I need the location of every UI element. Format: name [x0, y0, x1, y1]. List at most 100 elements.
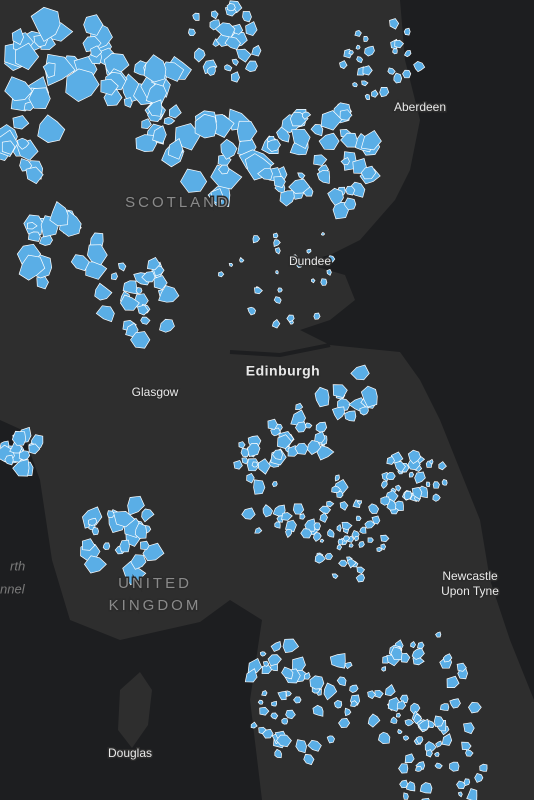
place-label: Edinburgh — [246, 363, 321, 379]
coverage-cell — [100, 78, 119, 96]
coverage-cell — [367, 690, 376, 700]
coverage-cell — [413, 713, 423, 725]
coverage-cell — [247, 658, 263, 674]
coverage-cell — [340, 157, 350, 166]
coverage-cell — [28, 443, 41, 455]
coverage-cell — [123, 97, 133, 108]
coverage-cell — [463, 778, 471, 787]
coverage-cell — [293, 696, 302, 704]
coverage-cell — [299, 513, 306, 520]
coverage-cell — [356, 500, 362, 505]
coverage-cell — [416, 641, 425, 649]
coverage-cell — [467, 701, 482, 714]
coverage-cell — [432, 481, 440, 489]
coverage-cell — [226, 3, 236, 12]
coverage-cell — [141, 508, 155, 523]
coverage-cell — [281, 512, 293, 521]
coverage-cell — [346, 558, 357, 569]
coverage-cell — [449, 698, 461, 709]
coverage-cell — [153, 275, 168, 290]
coverage-cell — [411, 486, 423, 500]
coverage-cell — [301, 111, 312, 120]
coverage-cell — [230, 71, 240, 83]
coverage-cell — [456, 662, 467, 672]
coverage-cell — [292, 656, 306, 671]
coverage-cell — [355, 44, 361, 50]
coverage-cell — [81, 538, 96, 551]
coverage-cell — [119, 539, 130, 553]
coverage-cell — [259, 706, 270, 716]
coverage-cell — [323, 682, 338, 701]
coverage-cell — [339, 109, 353, 121]
coverage-cell — [261, 728, 274, 739]
coverage-cell — [254, 287, 263, 295]
coverage-cell — [274, 247, 281, 255]
coverage-cell — [350, 364, 370, 381]
place-label: Glasgow — [132, 385, 179, 399]
coverage-cell — [303, 753, 315, 766]
coverage-cell — [413, 61, 426, 73]
coverage-cell — [360, 385, 378, 408]
coverage-cell — [90, 45, 103, 58]
coverage-cell — [474, 772, 484, 783]
coverage-cell — [28, 87, 51, 109]
coverage-cell — [11, 27, 24, 46]
coverage-cell — [446, 675, 460, 688]
coverage-cell — [358, 540, 365, 548]
coverage-cell — [281, 717, 289, 725]
coverage-cell — [331, 406, 345, 421]
coverage-cell — [466, 788, 478, 800]
coverage-cell — [411, 647, 425, 660]
coverage-cell — [271, 481, 278, 488]
place-label: Newcastle — [442, 569, 498, 583]
region-label: KINGDOM — [109, 597, 202, 614]
coverage-cell — [364, 45, 375, 57]
coverage-cell — [438, 461, 447, 471]
coverage-cell — [233, 459, 243, 470]
coverage-cell — [130, 554, 147, 570]
coverage-cell — [432, 493, 441, 502]
coverage-cell — [147, 99, 163, 117]
coverage-cell — [143, 54, 167, 83]
coverage-cell — [285, 709, 296, 720]
coverage-cell — [381, 480, 388, 489]
coverage-cell — [262, 660, 270, 667]
coverage-cell — [224, 36, 241, 50]
coverage-cell — [1, 140, 16, 155]
coverage-cell — [332, 384, 348, 398]
coverage-cell — [441, 733, 453, 746]
coverage-cell — [238, 441, 246, 449]
coverage-cell — [355, 573, 365, 583]
coverage-cell — [316, 170, 331, 184]
coverage-cell — [425, 749, 433, 758]
coverage-cell — [15, 42, 40, 71]
coverage-cell — [272, 232, 279, 239]
coverage-cell — [261, 664, 273, 675]
coverage-cell — [218, 164, 230, 175]
coverage-cell — [439, 703, 450, 711]
coverage-cell — [295, 262, 304, 268]
coverage-cell — [224, 64, 233, 72]
region-label: SCOTLAND — [125, 194, 231, 211]
coverage-cell — [194, 47, 206, 63]
coverage-cell — [140, 540, 150, 551]
coverage-cell — [359, 406, 369, 416]
coverage-cell — [273, 296, 282, 304]
coverage-cell — [276, 126, 290, 143]
coverage-cell — [315, 421, 328, 433]
coverage-cell — [18, 254, 46, 281]
coverage-cell — [397, 729, 403, 734]
coverage-cell — [354, 30, 362, 37]
coverage-cell — [273, 176, 286, 189]
coverage-cell — [319, 512, 329, 523]
coverage-cell — [87, 244, 108, 266]
coverage-cell — [228, 262, 234, 267]
coverage-cell — [344, 410, 357, 422]
coverage-cell — [395, 484, 402, 492]
coverage-cell — [465, 749, 474, 757]
coverage-cell — [449, 761, 460, 772]
coverage-cell — [419, 782, 433, 794]
coverage-cell — [479, 763, 488, 772]
coverage-cell — [27, 222, 38, 230]
coverage-cell — [435, 631, 442, 638]
